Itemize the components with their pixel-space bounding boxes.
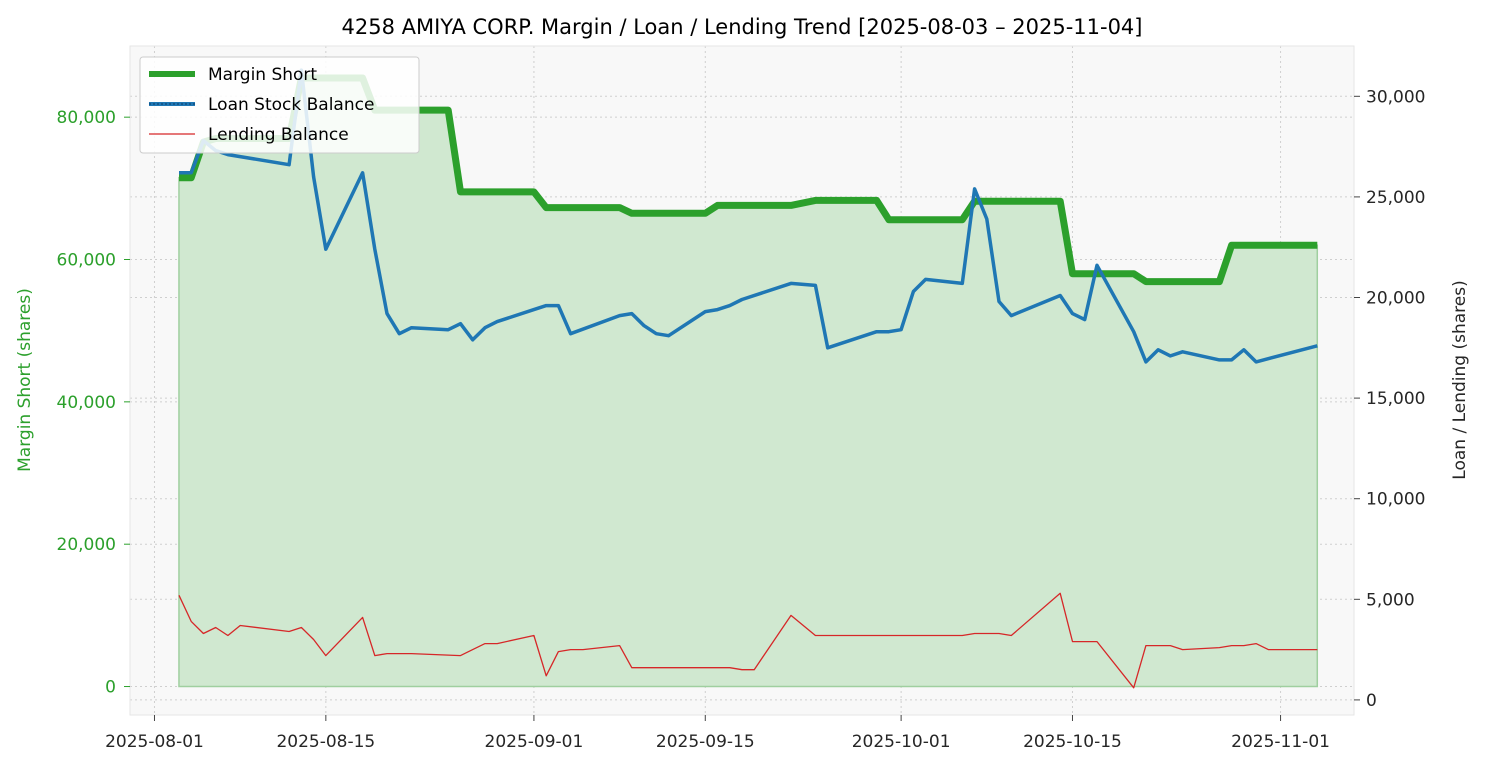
- y-right-tick-label: 10,000: [1366, 490, 1425, 510]
- axes: 2025-08-01 2025-08-15 2025-09-01 2025-09-15…: [57, 87, 1426, 752]
- y-right-tick-label: 30,000: [1366, 87, 1425, 107]
- x-tick-label: 2025-08-15: [276, 732, 375, 752]
- y-right-tick-label: 25,000: [1366, 188, 1425, 208]
- legend-lending-label: Lending Balance: [208, 125, 349, 145]
- chart-title: 4258 AMIYA CORP. Margin / Loan / Lending…: [341, 15, 1142, 39]
- loan-stock-balance-line: [179, 68, 1318, 364]
- y-left-tick-label: 0: [105, 678, 116, 698]
- x-tick-label: 2025-11-01: [1231, 732, 1330, 752]
- plot-frame: [129, 45, 1355, 716]
- y-left-tick-label: 60,000: [57, 251, 116, 271]
- x-tick-label: 2025-09-01: [485, 732, 584, 752]
- lending-balance-line: [178, 592, 1318, 689]
- y-axis-right-label: Loan / Lending (shares): [1450, 280, 1470, 479]
- y-right-tick-label: 5,000: [1366, 590, 1415, 610]
- x-tick-label: 2025-10-01: [852, 732, 951, 752]
- y-left-tick-label: 40,000: [57, 393, 116, 413]
- x-tick-label: 2025-09-15: [656, 732, 755, 752]
- legend-loan-label: Loan Stock Balance: [208, 95, 374, 115]
- y-right-tick-label: 20,000: [1366, 289, 1425, 309]
- y-left-tick-label: 80,000: [57, 108, 116, 128]
- legend: Margin Short Loan Stock Balance Lending …: [139, 56, 420, 154]
- x-tick-label: 2025-10-15: [1023, 732, 1122, 752]
- legend-margin-label: Margin Short: [208, 65, 317, 85]
- legend-box: [139, 56, 420, 154]
- y-left-tick-label: 20,000: [57, 535, 116, 555]
- y-right-tick-label: 0: [1366, 691, 1377, 711]
- y-right-tick-label: 15,000: [1366, 389, 1425, 409]
- y-axis-left-label: Margin Short (shares): [15, 288, 35, 472]
- x-tick-label: 2025-08-01: [105, 732, 204, 752]
